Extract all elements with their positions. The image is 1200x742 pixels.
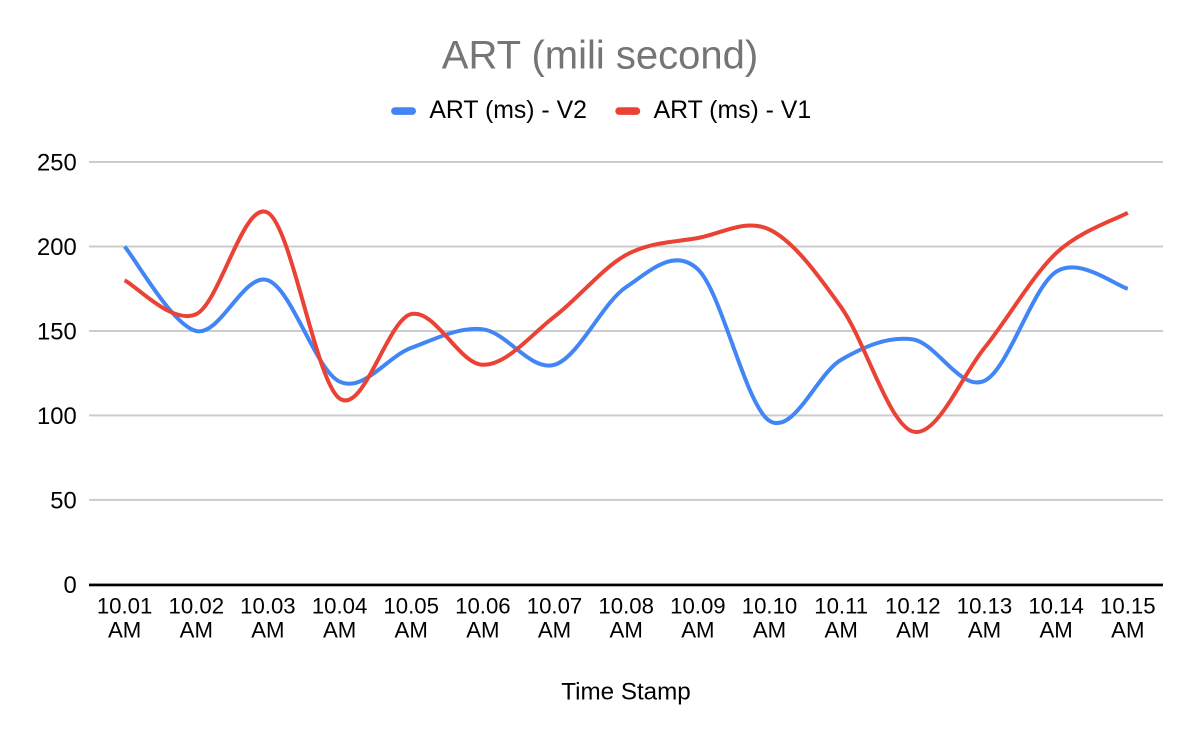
svg-text:200: 200 [37, 234, 77, 261]
svg-text:250: 250 [37, 150, 77, 177]
svg-text:ART (ms) - V2: ART (ms) - V2 [429, 97, 587, 124]
svg-text:100: 100 [37, 403, 77, 430]
svg-text:150: 150 [37, 319, 77, 346]
svg-text:ART (mili second): ART (mili second) [442, 34, 758, 78]
svg-text:50: 50 [50, 488, 76, 515]
svg-text:Time Stamp: Time Stamp [561, 679, 690, 706]
svg-text:0: 0 [63, 572, 76, 599]
svg-text:ART (ms) - V1: ART (ms) - V1 [654, 97, 812, 124]
